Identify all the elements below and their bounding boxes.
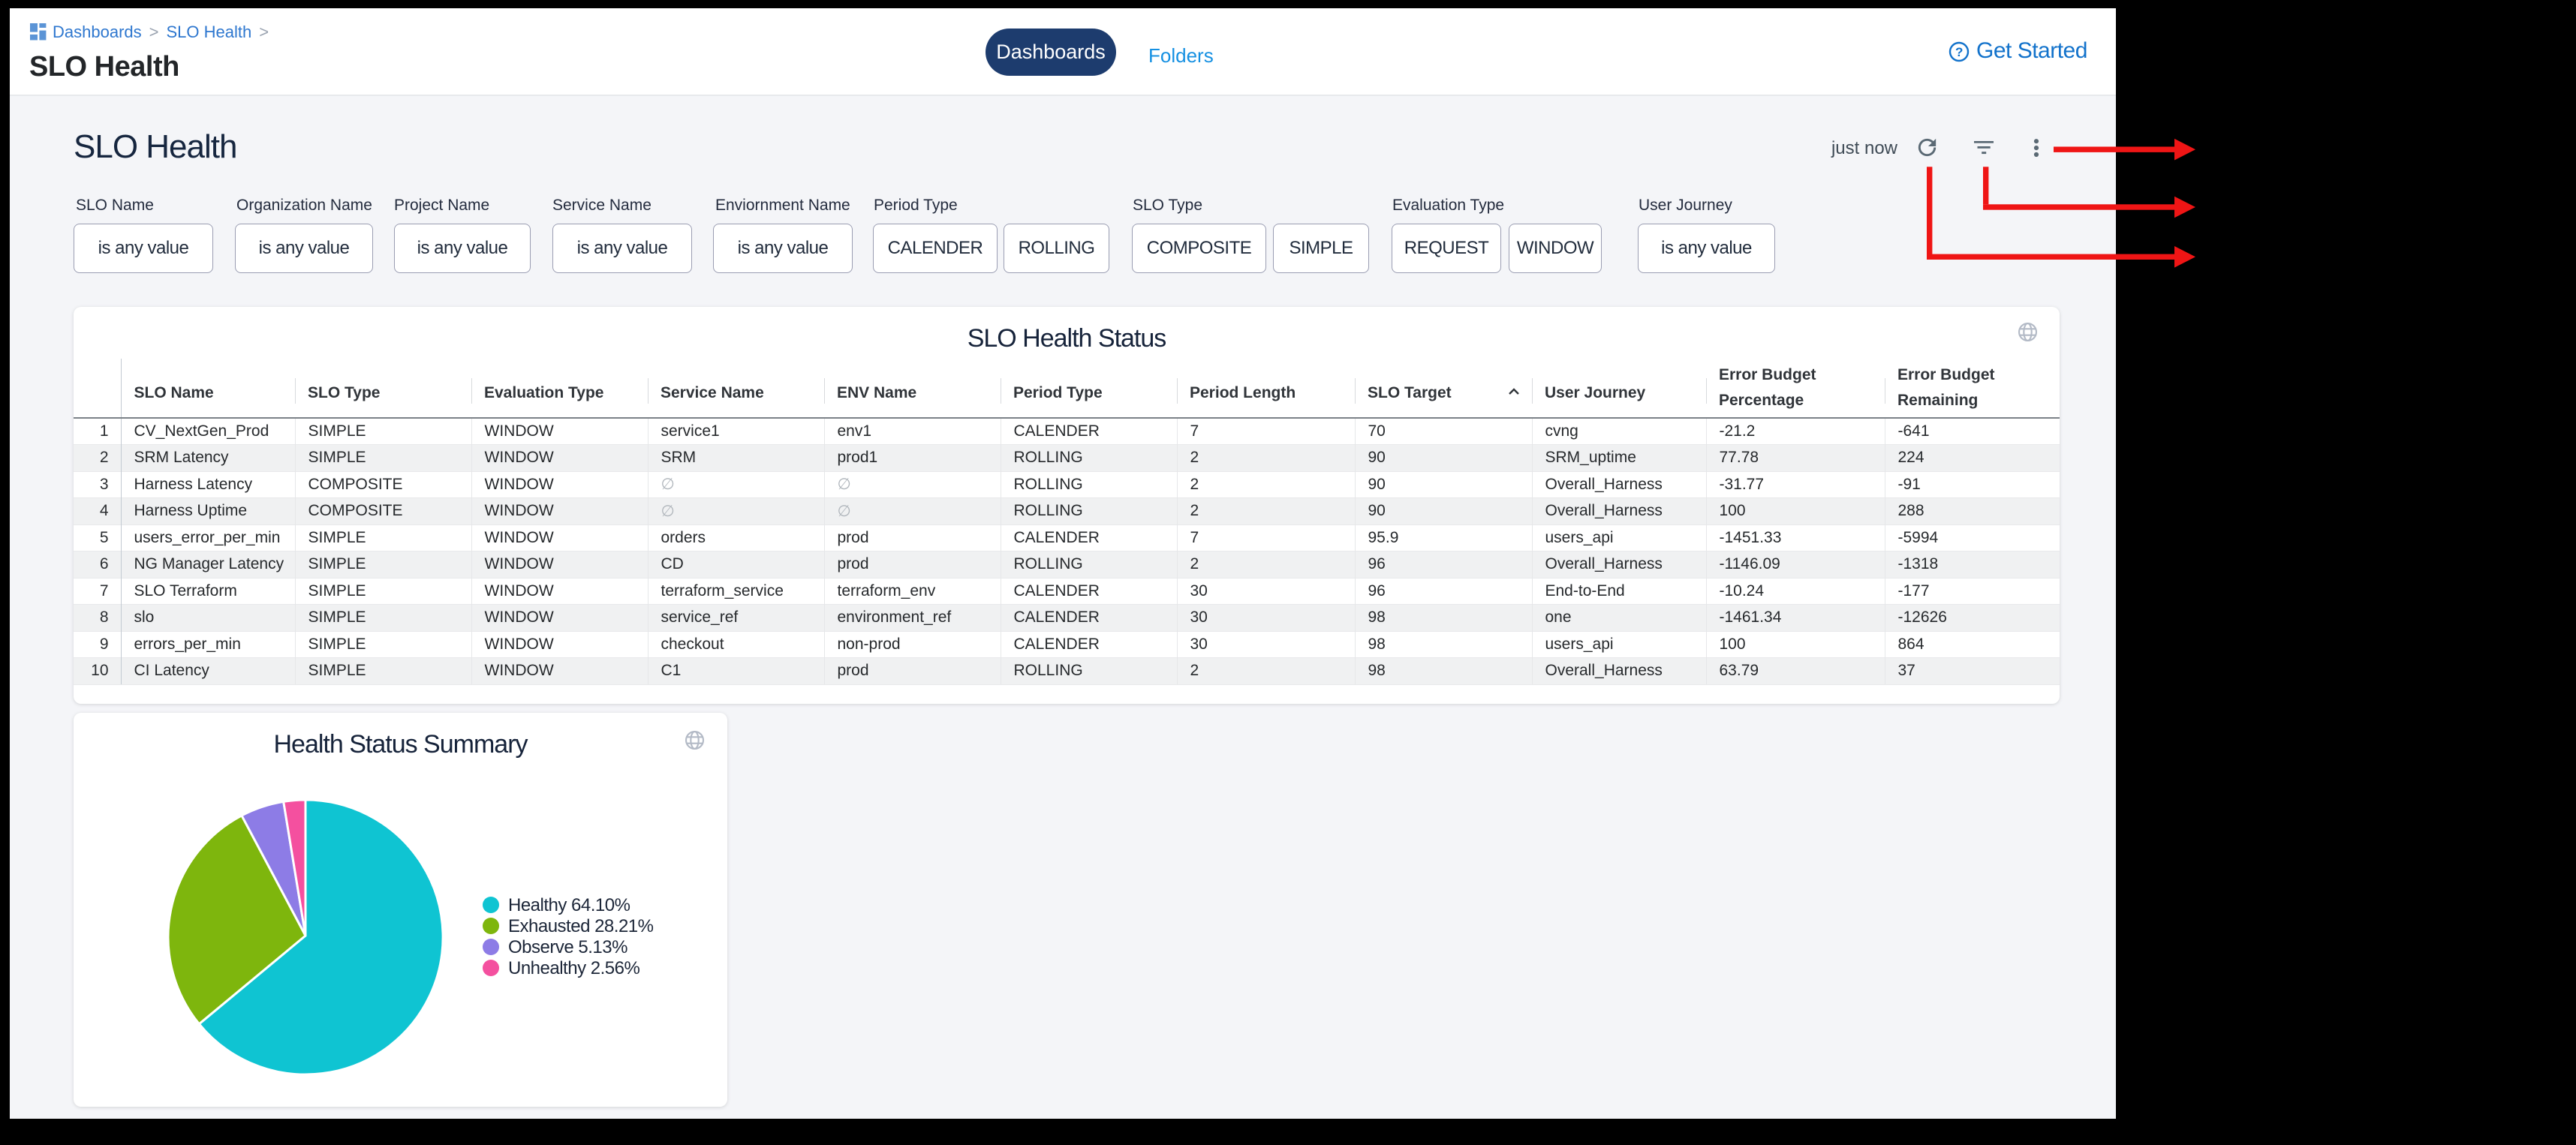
svg-text:?: ? [1955,45,1963,59]
